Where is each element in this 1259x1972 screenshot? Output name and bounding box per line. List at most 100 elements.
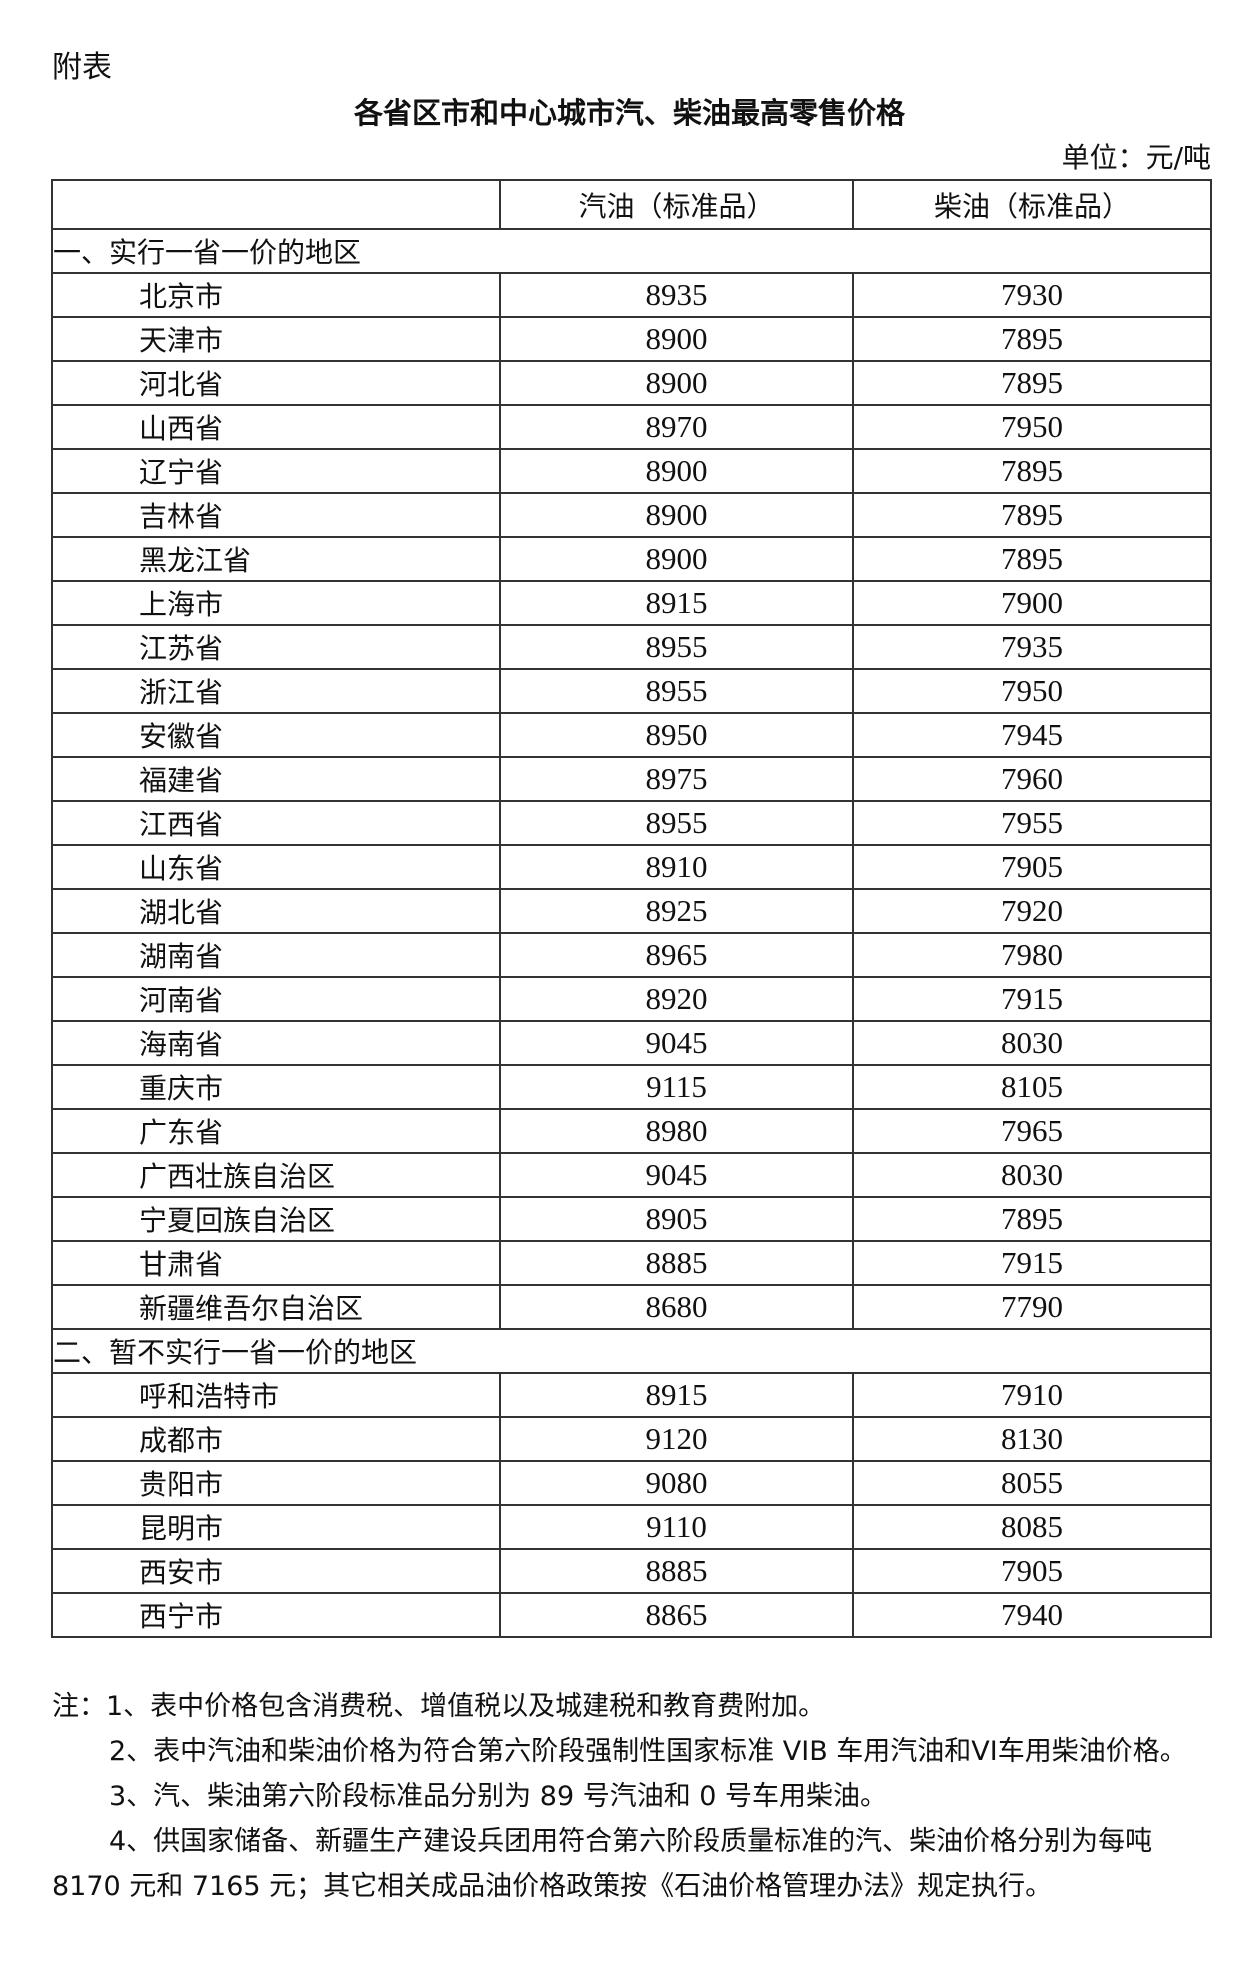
table-row: 江西省 8955 7955	[51, 800, 1212, 846]
diesel-price-cell: 7960	[852, 756, 1212, 802]
gasoline-price-cell: 8975	[499, 756, 854, 802]
table-row: 福建省 8975 7960	[51, 756, 1212, 802]
note-3: 3、汽、柴油第六阶段标准品分别为 89 号汽油和 0 号车用柴油。	[109, 1781, 888, 1812]
header-diesel: 柴油（标准品）	[852, 179, 1212, 230]
diesel-price-cell: 7895	[852, 448, 1212, 494]
gasoline-price-cell: 9120	[499, 1416, 854, 1462]
table-row: 广东省 8980 7965	[51, 1108, 1212, 1154]
region-cell: 重庆市	[51, 1064, 501, 1110]
table-row: 河南省 8920 7915	[51, 976, 1212, 1022]
region-cell: 福建省	[51, 756, 501, 802]
region-cell: 安徽省	[51, 712, 501, 758]
region-cell: 湖北省	[51, 888, 501, 934]
region-cell: 江苏省	[51, 624, 501, 670]
diesel-price-cell: 7905	[852, 844, 1212, 890]
header-region	[51, 179, 501, 230]
diesel-price-cell: 7950	[852, 404, 1212, 450]
diesel-price-cell: 7930	[852, 272, 1212, 318]
page-title: 各省区市和中心城市汽、柴油最高零售价格	[353, 96, 905, 130]
diesel-price-cell: 7945	[852, 712, 1212, 758]
gasoline-price-cell: 8885	[499, 1548, 854, 1594]
region-cell: 海南省	[51, 1020, 501, 1066]
diesel-price-cell: 7980	[852, 932, 1212, 978]
section-label: 二、暂不实行一省一价的地区	[51, 1328, 1212, 1374]
price-table: 汽油（标准品） 柴油（标准品） 一、实行一省一价的地区 北京市 8935 7930 天津…	[51, 179, 1212, 1638]
table-row: 广西壮族自治区 9045 8030	[51, 1152, 1212, 1198]
gasoline-price-cell: 8680	[499, 1284, 854, 1330]
diesel-price-cell: 8130	[852, 1416, 1212, 1462]
gasoline-price-cell: 8955	[499, 800, 854, 846]
gasoline-price-cell: 9045	[499, 1152, 854, 1198]
region-cell: 江西省	[51, 800, 501, 846]
diesel-price-cell: 7955	[852, 800, 1212, 846]
table-row: 安徽省 8950 7945	[51, 712, 1212, 758]
diesel-price-cell: 7900	[852, 580, 1212, 626]
region-cell: 浙江省	[51, 668, 501, 714]
gasoline-price-cell: 8970	[499, 404, 854, 450]
gasoline-price-cell: 8900	[499, 492, 854, 538]
table-header-row: 汽油（标准品） 柴油（标准品）	[51, 179, 1212, 230]
gasoline-price-cell: 8900	[499, 360, 854, 406]
diesel-price-cell: 8055	[852, 1460, 1212, 1506]
region-cell: 新疆维吾尔自治区	[51, 1284, 501, 1330]
diesel-price-cell: 7895	[852, 360, 1212, 406]
region-cell: 成都市	[51, 1416, 501, 1462]
diesel-price-cell: 7950	[852, 668, 1212, 714]
region-cell: 西宁市	[51, 1592, 501, 1638]
region-cell: 甘肃省	[51, 1240, 501, 1286]
gasoline-price-cell: 8915	[499, 1372, 854, 1418]
gasoline-price-cell: 8925	[499, 888, 854, 934]
diesel-price-cell: 7915	[852, 976, 1212, 1022]
table-row: 江苏省 8955 7935	[51, 624, 1212, 670]
diesel-price-cell: 7940	[852, 1592, 1212, 1638]
diesel-price-cell: 8105	[852, 1064, 1212, 1110]
region-cell: 广东省	[51, 1108, 501, 1154]
gasoline-price-cell: 9045	[499, 1020, 854, 1066]
region-cell: 呼和浩特市	[51, 1372, 501, 1418]
gasoline-price-cell: 8950	[499, 712, 854, 758]
table-row: 西宁市 8865 7940	[51, 1592, 1212, 1638]
gasoline-price-cell: 8955	[499, 668, 854, 714]
diesel-price-cell: 7895	[852, 492, 1212, 538]
note-4: 4、供国家储备、新疆生产建设兵团用符合第六阶段质量标准的汽、柴油价格分别为每吨 …	[52, 1826, 1153, 1902]
table-row: 黑龙江省 8900 7895	[51, 536, 1212, 582]
gasoline-price-cell: 8900	[499, 536, 854, 582]
section-label: 一、实行一省一价的地区	[51, 228, 1212, 274]
section-row: 二、暂不实行一省一价的地区	[51, 1328, 1212, 1374]
region-cell: 西安市	[51, 1548, 501, 1594]
table-row: 天津市 8900 7895	[51, 316, 1212, 362]
region-cell: 湖南省	[51, 932, 501, 978]
table-row: 湖北省 8925 7920	[51, 888, 1212, 934]
table-row: 海南省 9045 8030	[51, 1020, 1212, 1066]
region-cell: 广西壮族自治区	[51, 1152, 501, 1198]
diesel-price-cell: 7935	[852, 624, 1212, 670]
table-row: 吉林省 8900 7895	[51, 492, 1212, 538]
note-1: 注：1、表中价格包含消费税、增值税以及城建税和教育费附加。	[52, 1691, 826, 1722]
table-row: 呼和浩特市 8915 7910	[51, 1372, 1212, 1418]
table-row: 成都市 9120 8130	[51, 1416, 1212, 1462]
diesel-price-cell: 7895	[852, 536, 1212, 582]
table-row: 湖南省 8965 7980	[51, 932, 1212, 978]
gasoline-price-cell: 9110	[499, 1504, 854, 1550]
table-row: 西安市 8885 7905	[51, 1548, 1212, 1594]
diesel-price-cell: 8030	[852, 1020, 1212, 1066]
region-cell: 上海市	[51, 580, 501, 626]
gasoline-price-cell: 8900	[499, 448, 854, 494]
gasoline-price-cell: 8915	[499, 580, 854, 626]
table-row: 浙江省 8955 7950	[51, 668, 1212, 714]
table-row: 贵阳市 9080 8055	[51, 1460, 1212, 1506]
region-cell: 昆明市	[51, 1504, 501, 1550]
gasoline-price-cell: 8885	[499, 1240, 854, 1286]
table-row: 北京市 8935 7930	[51, 272, 1212, 318]
gasoline-price-cell: 9080	[499, 1460, 854, 1506]
table-row: 重庆市 9115 8105	[51, 1064, 1212, 1110]
gasoline-price-cell: 8865	[499, 1592, 854, 1638]
table-row: 甘肃省 8885 7915	[51, 1240, 1212, 1286]
gasoline-price-cell: 8980	[499, 1108, 854, 1154]
appendix-label: 附表	[52, 50, 112, 85]
diesel-price-cell: 7790	[852, 1284, 1212, 1330]
table-row: 上海市 8915 7900	[51, 580, 1212, 626]
table-row: 辽宁省 8900 7895	[51, 448, 1212, 494]
gasoline-price-cell: 9115	[499, 1064, 854, 1110]
diesel-price-cell: 7895	[852, 316, 1212, 362]
